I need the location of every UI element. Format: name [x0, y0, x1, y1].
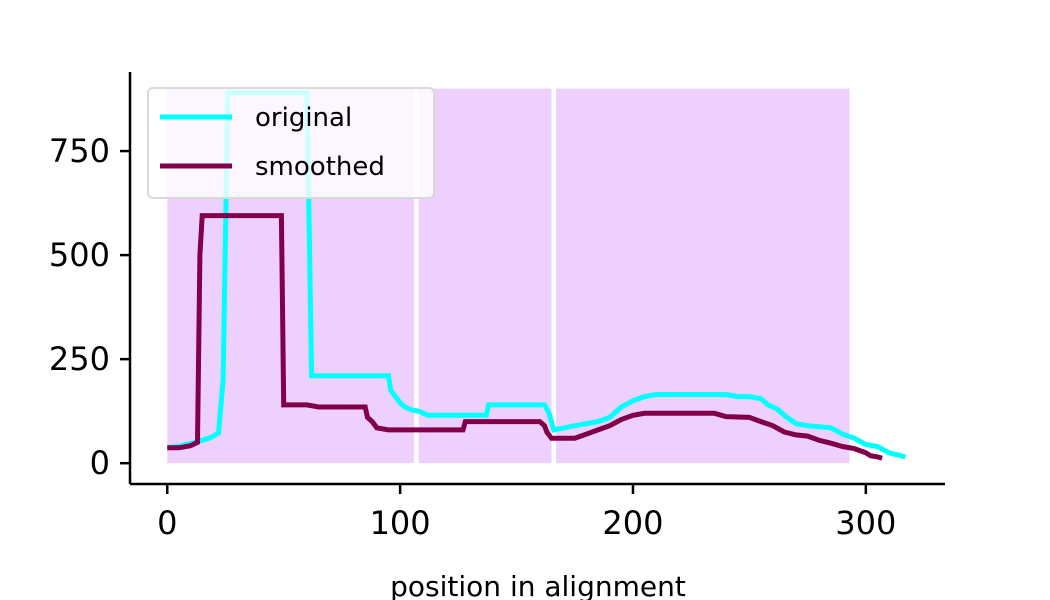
series-line-smoothed — [167, 213, 883, 461]
shaded-region-2 — [418, 88, 552, 464]
legend: original smoothed — [147, 87, 435, 199]
x-axis-title: position in alignment — [390, 570, 686, 600]
x-tick-label: 0 — [157, 504, 177, 542]
x-tick-label: 200 — [602, 504, 663, 542]
shaded-region-3 — [556, 88, 850, 464]
y-tick-label: 0 — [90, 444, 110, 482]
legend-label-smoothed: smoothed — [255, 152, 385, 182]
y-tick-label: 250 — [49, 340, 110, 378]
x-tick-label: 100 — [370, 504, 431, 542]
y-tick-label: 500 — [49, 236, 110, 274]
axes — [128, 72, 945, 486]
y-tick-label: 750 — [49, 132, 110, 170]
x-tick-label: 300 — [835, 504, 896, 542]
ticks: 0 100 200 300 0 250 500 750 — [49, 132, 896, 542]
legend-label-original: original — [255, 103, 352, 133]
